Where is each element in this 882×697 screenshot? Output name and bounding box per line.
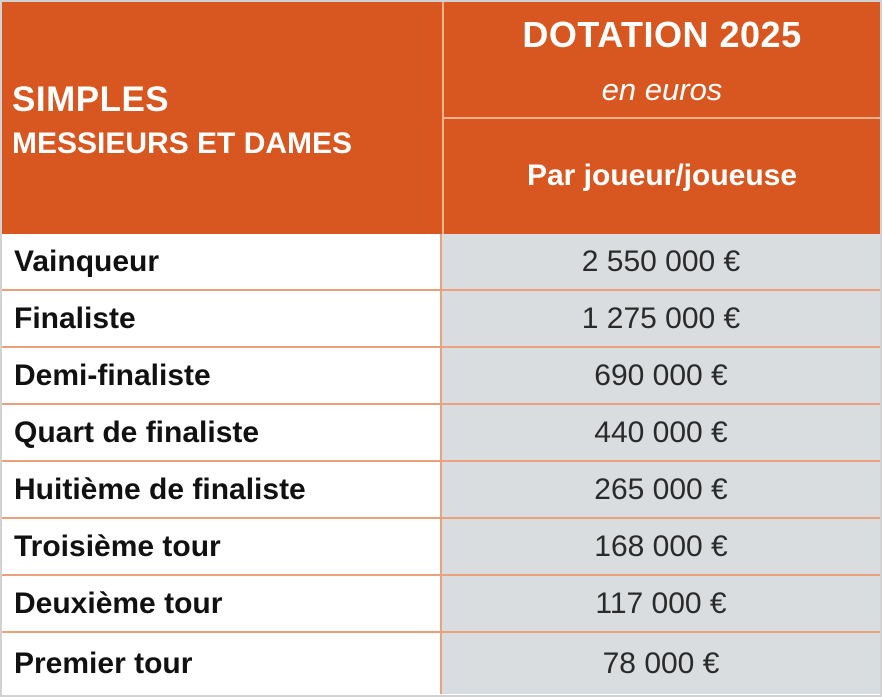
table-row: Premier tour 78 000 € [2,633,880,694]
prize-value: 78 000 € [442,633,880,694]
table-row: Demi-finaliste 690 000 € [2,348,880,405]
round-label: Quart de finaliste [2,405,442,460]
table-row: Deuxième tour 117 000 € [2,576,880,633]
prize-value: 1 275 000 € [442,291,880,346]
dotation-title: DOTATION 2025 [522,14,802,55]
table-row: Vainqueur 2 550 000 € [2,234,880,291]
table-body: Vainqueur 2 550 000 € Finaliste 1 275 00… [2,234,880,694]
prize-value: 168 000 € [442,519,880,574]
round-label: Premier tour [2,633,442,694]
per-player-subtitle: Par joueur/joueuse [526,159,798,192]
round-label: Deuxième tour [2,576,442,631]
round-label: Demi-finaliste [2,348,442,403]
round-label: Troisième tour [2,519,442,574]
prize-value: 117 000 € [442,576,880,631]
round-label: Huitième de finaliste [2,462,442,517]
prize-value: 2 550 000 € [442,234,880,289]
header-vertical-divider [442,2,444,234]
currency-unit: en euros [601,72,723,107]
prize-value: 265 000 € [442,462,880,517]
table-row: Troisième tour 168 000 € [2,519,880,576]
table-row: Finaliste 1 275 000 € [2,291,880,348]
category-subtitle: MESSIEURS ET DAMES [12,127,353,160]
table-row: Quart de finaliste 440 000 € [2,405,880,462]
table-header: SIMPLES MESSIEURS ET DAMES DOTATION 2025… [2,2,880,234]
category-title: SIMPLES [12,80,170,119]
prize-value: 440 000 € [442,405,880,460]
round-label: Finaliste [2,291,442,346]
header-horizontal-divider [444,117,880,119]
round-label: Vainqueur [2,234,442,289]
table-row: Huitième de finaliste 265 000 € [2,462,880,519]
prize-value: 690 000 € [442,348,880,403]
